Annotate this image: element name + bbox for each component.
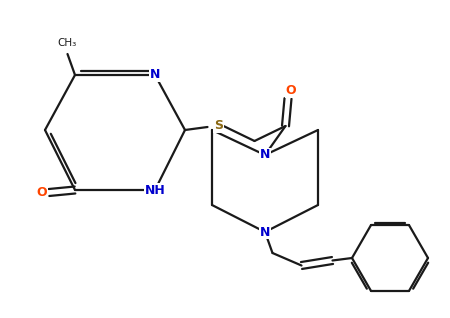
Text: NH: NH xyxy=(144,183,166,197)
Text: S: S xyxy=(214,120,223,133)
Text: N: N xyxy=(260,149,270,162)
Text: CH₃: CH₃ xyxy=(58,38,77,48)
Text: O: O xyxy=(285,85,296,98)
Text: O: O xyxy=(37,186,47,199)
Text: N: N xyxy=(260,225,270,238)
Text: N: N xyxy=(150,68,160,81)
